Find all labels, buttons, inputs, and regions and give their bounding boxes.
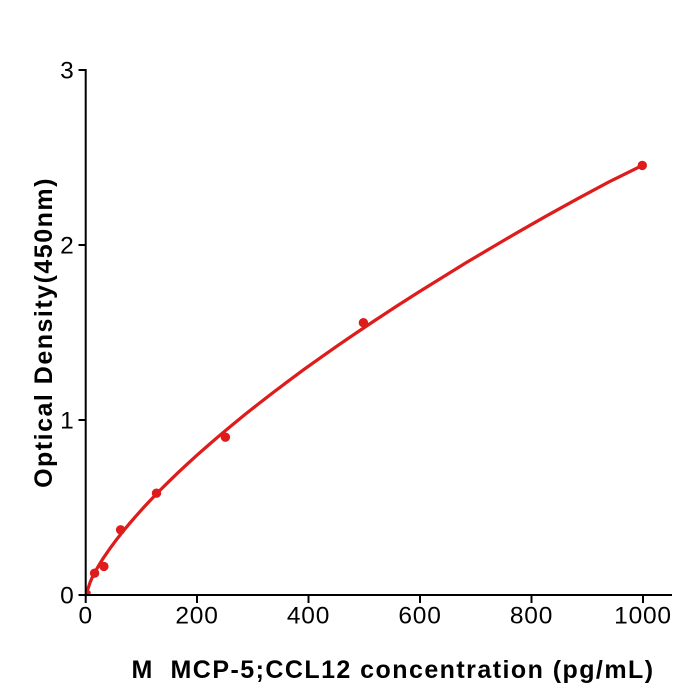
svg-text:800: 800: [510, 603, 553, 630]
svg-text:200: 200: [175, 603, 218, 630]
svg-text:1000: 1000: [614, 603, 672, 630]
svg-text:Optical Density(450nm): Optical Density(450nm): [30, 177, 58, 488]
svg-text:0: 0: [78, 603, 92, 630]
svg-text:400: 400: [287, 603, 330, 630]
svg-text:600: 600: [398, 603, 441, 630]
svg-text:0: 0: [60, 583, 74, 610]
svg-text:3: 3: [60, 58, 74, 85]
svg-text:1: 1: [60, 408, 74, 435]
svg-text:2: 2: [60, 233, 74, 260]
svg-text:M MCP-5;CCL12 concentration (: M MCP-5;CCL12 concentration (pg/mL): [131, 656, 654, 684]
